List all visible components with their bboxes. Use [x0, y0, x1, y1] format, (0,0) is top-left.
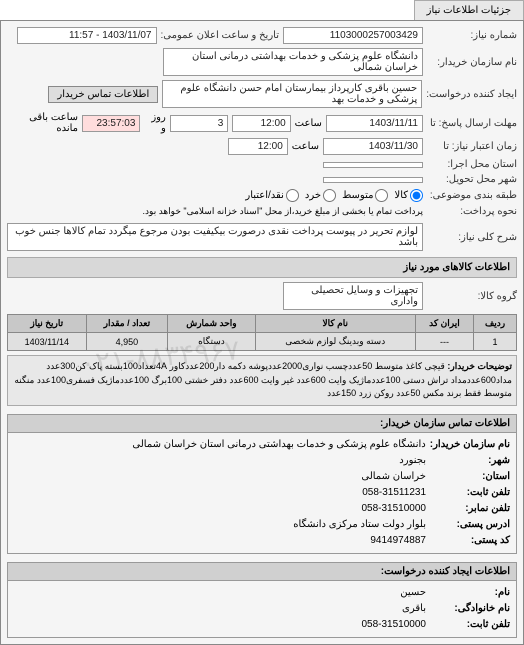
- exec-label: استان محل اجرا:: [427, 159, 517, 170]
- remain-time: 23:57:03: [82, 115, 140, 132]
- radio-small[interactable]: خرد: [305, 189, 336, 202]
- org-province-value: خراسان شمالی: [361, 469, 426, 485]
- req-no-value: 1103000257003429: [283, 27, 423, 44]
- pay-note: پرداخت تمام یا بخشی از مبلغ خرید،از محل …: [143, 206, 423, 217]
- th-qty: تعداد / مقدار: [86, 315, 168, 333]
- table-row: 1 --- دسته وبدینگ لوازم شخصی دستگاه 4,95…: [8, 333, 517, 351]
- req-family-label: نام خانوادگی:: [430, 601, 510, 617]
- valid-date: 1403/11/30: [323, 138, 423, 155]
- cell-row: 1: [474, 333, 517, 351]
- budget-label: طبقه بندی موضوعی:: [427, 190, 517, 201]
- valid-label: زمان اعتبار نیاز: تا: [427, 141, 517, 152]
- items-table: ردیف ایران کد نام کالا واحد شمارش تعداد …: [7, 314, 517, 351]
- org-phone-label: تلفن ثابت:: [430, 485, 510, 501]
- org-contact-title: اطلاعات تماس سازمان خریدار:: [7, 414, 517, 433]
- th-unit: واحد شمارش: [168, 315, 255, 333]
- cell-code: ---: [415, 333, 473, 351]
- req-phone-value: 058-31510000: [361, 617, 426, 633]
- th-row: ردیف: [474, 315, 517, 333]
- th-irancode: ایران کد: [415, 315, 473, 333]
- items-section-title: اطلاعات کالاهای مورد نیاز: [7, 257, 517, 278]
- deliver-label: شهر محل تحویل:: [427, 174, 517, 185]
- org-contact-body: نام سازمان خریدار: دانشگاه علوم پزشکی و خ…: [7, 433, 517, 554]
- org-province-label: استان:: [430, 469, 510, 485]
- group-value: تجهیزات و وسایل تحصیلی واداری: [283, 282, 423, 310]
- exec-value: [323, 162, 423, 168]
- radio-mid[interactable]: متوسط: [342, 189, 388, 202]
- req-name-label: نام:: [430, 585, 510, 601]
- tab-title: جزئیات اطلاعات نیاز: [414, 0, 524, 20]
- cell-date: 1403/11/14: [8, 333, 87, 351]
- org-post-value: 9414974887: [370, 533, 426, 549]
- buyer-value: دانشگاه علوم پزشکی و خدمات بهداشتی درمان…: [163, 48, 423, 76]
- req-contact-title: اطلاعات ایجاد کننده درخواست:: [7, 562, 517, 581]
- desc-title-value: لوازم تحریر در پیوست پرداخت نقدی درصورت …: [7, 223, 423, 251]
- remain-days-label: روز و: [144, 112, 165, 134]
- org-city-label: شهر:: [430, 453, 510, 469]
- deliver-value: [323, 177, 423, 183]
- org-fax-value: 058-31510000: [361, 501, 426, 517]
- desc-title-label: شرح کلی نیاز:: [427, 232, 517, 243]
- th-name: نام کالا: [255, 315, 415, 333]
- org-addr-value: بلوار دولت ستاد مرکزی دانشگاه: [293, 517, 426, 533]
- remain-days: 3: [170, 115, 228, 132]
- time-label: ساعت: [295, 118, 322, 129]
- req-phone-label: تلفن ثابت:: [430, 617, 510, 633]
- org-city-value: بجنورد: [399, 453, 426, 469]
- cell-name: دسته وبدینگ لوازم شخصی: [255, 333, 415, 351]
- org-fax-label: تلفن نمابر:: [430, 501, 510, 517]
- org-label: نام سازمان خریدار:: [430, 437, 510, 453]
- budget-radio-group: کالا متوسط خرد نقد/اعتبار: [245, 189, 423, 202]
- valid-time-label: ساعت: [292, 141, 319, 152]
- radio-cash[interactable]: نقد/اعتبار: [245, 189, 299, 202]
- table-header-row: ردیف ایران کد نام کالا واحد شمارش تعداد …: [8, 315, 517, 333]
- pay-label: نحوه پرداخت:: [427, 206, 517, 217]
- radio-goods[interactable]: کالا: [394, 189, 423, 202]
- buyer-label: نام سازمان خریدار:: [427, 57, 517, 68]
- org-value: دانشگاه علوم پزشکی و خدمات بهداشتی درمان…: [132, 437, 425, 453]
- creator-label: ایجاد کننده درخواست:: [426, 89, 517, 100]
- org-post-label: کد پستی:: [430, 533, 510, 549]
- group-label: گروه کالا:: [427, 291, 517, 302]
- req-contact-body: نام:حسین نام خانوادگی:باقری تلفن ثابت:05…: [7, 581, 517, 638]
- deadline-label: مهلت ارسال پاسخ: تا: [427, 118, 517, 129]
- cell-unit: دستگاه: [168, 333, 255, 351]
- org-phone-value: 058-31511231: [362, 485, 426, 501]
- org-addr-label: ادرس پستی:: [430, 517, 510, 533]
- buyer-notes-box: توضیحات خریدار: قیچی کاغذ متوسط 50عددچسب…: [7, 355, 517, 406]
- main-panel: شماره نیاز: 1103000257003429 تاریخ و ساع…: [0, 20, 524, 645]
- announce-label: تاریخ و ساعت اعلان عمومی:: [161, 30, 280, 41]
- announce-value: 1403/11/07 - 11:57: [17, 27, 157, 44]
- req-name-value: حسین: [400, 585, 426, 601]
- valid-time: 12:00: [228, 138, 288, 155]
- th-date: تاریخ نیاز: [8, 315, 87, 333]
- notes-text: قیچی کاغذ متوسط 50عددچسب نواری2000عددپوش…: [14, 361, 512, 398]
- req-family-value: باقری: [402, 601, 426, 617]
- deadline-date: 1403/11/11: [326, 115, 423, 132]
- creator-value: حسین باقری کارپرداز بیمارستان امام حسن د…: [162, 80, 422, 108]
- req-no-label: شماره نیاز:: [427, 30, 517, 41]
- deadline-time: 12:00: [232, 115, 290, 132]
- contact-info-button[interactable]: اطلاعات تماس خریدار: [48, 86, 158, 103]
- remain-suffix: ساعت باقی مانده: [7, 112, 78, 134]
- cell-qty: 4,950: [86, 333, 168, 351]
- notes-label: توضیحات خریدار:: [447, 361, 512, 371]
